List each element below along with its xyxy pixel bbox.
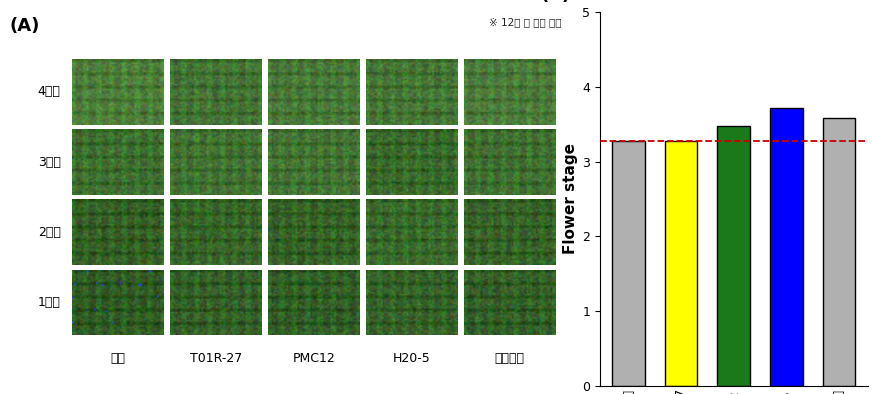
Bar bbox=[612, 141, 644, 386]
Text: T01R-27: T01R-27 bbox=[190, 352, 242, 365]
Bar bbox=[664, 141, 698, 386]
Y-axis label: Flower stage: Flower stage bbox=[563, 143, 578, 255]
Text: 4화방: 4화방 bbox=[37, 85, 60, 98]
Text: 관행: 관행 bbox=[111, 352, 126, 365]
Text: 1화방: 1화방 bbox=[37, 296, 60, 309]
Text: 3화방: 3화방 bbox=[37, 156, 60, 169]
Text: 2화방: 2화방 bbox=[37, 226, 60, 239]
Bar bbox=[718, 126, 750, 386]
Bar bbox=[823, 118, 855, 386]
Text: ※ 12월 말 수확 시작: ※ 12월 말 수확 시작 bbox=[488, 17, 561, 28]
Bar bbox=[770, 108, 803, 386]
Text: (B): (B) bbox=[541, 0, 571, 4]
Text: PMC12: PMC12 bbox=[292, 352, 335, 365]
Text: H20-5: H20-5 bbox=[392, 352, 431, 365]
Text: (A): (A) bbox=[10, 17, 40, 35]
Text: 비교약제: 비교약제 bbox=[494, 352, 524, 365]
